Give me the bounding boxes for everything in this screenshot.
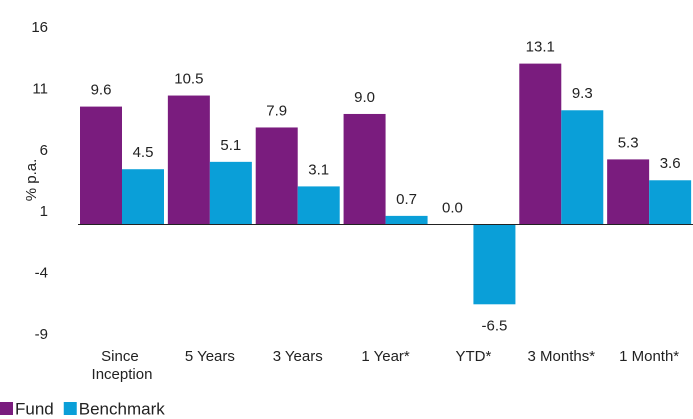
legend-swatch (0, 402, 13, 415)
x-tick-label: 3 Years (273, 348, 323, 365)
y-tick-label: 1 (40, 203, 48, 220)
data-label: 3.1 (308, 161, 329, 178)
bar (209, 161, 252, 225)
data-label: 5.1 (220, 137, 241, 154)
x-tick-label: Since Inception (92, 348, 153, 383)
x-tick-label: YTD* (456, 348, 492, 365)
legend-label: Benchmark (79, 399, 165, 418)
data-label: -6.5 (481, 317, 507, 334)
legend-label: Fund (15, 399, 54, 418)
bar (80, 106, 122, 225)
data-label: 0.0 (442, 199, 463, 216)
bar (385, 215, 428, 225)
data-label: 7.9 (266, 102, 287, 119)
x-tick-label: 3 Months* (528, 348, 596, 365)
bar (561, 110, 604, 225)
y-tick-label: 16 (31, 19, 48, 36)
data-label: 5.3 (618, 134, 639, 151)
data-label: 9.0 (354, 89, 375, 106)
bar (255, 127, 298, 225)
data-label: 9.3 (572, 85, 593, 102)
x-tick-label: 1 Month* (619, 348, 679, 365)
data-label: 13.1 (526, 39, 555, 56)
bar (122, 169, 164, 225)
y-tick-label: 11 (32, 80, 48, 97)
bar (607, 159, 650, 225)
y-tick-label: -9 (35, 326, 48, 343)
bar (473, 224, 516, 305)
bar (297, 186, 340, 225)
bar (167, 95, 210, 225)
x-tick-label: 5 Years (185, 348, 235, 365)
data-label: 3.6 (660, 155, 681, 172)
y-axis-label: % p.a. (23, 159, 40, 202)
data-label: 10.5 (174, 71, 203, 88)
data-label: 9.6 (91, 82, 112, 99)
legend-swatch (63, 402, 77, 415)
bar (519, 63, 562, 225)
data-label: 4.5 (133, 144, 154, 161)
x-tick-label: 1 Year* (361, 348, 410, 365)
bar (343, 113, 386, 225)
bar (649, 180, 692, 225)
data-label: 0.7 (396, 191, 417, 208)
y-tick-label: -4 (35, 265, 48, 282)
y-tick-label: 6 (40, 142, 48, 159)
